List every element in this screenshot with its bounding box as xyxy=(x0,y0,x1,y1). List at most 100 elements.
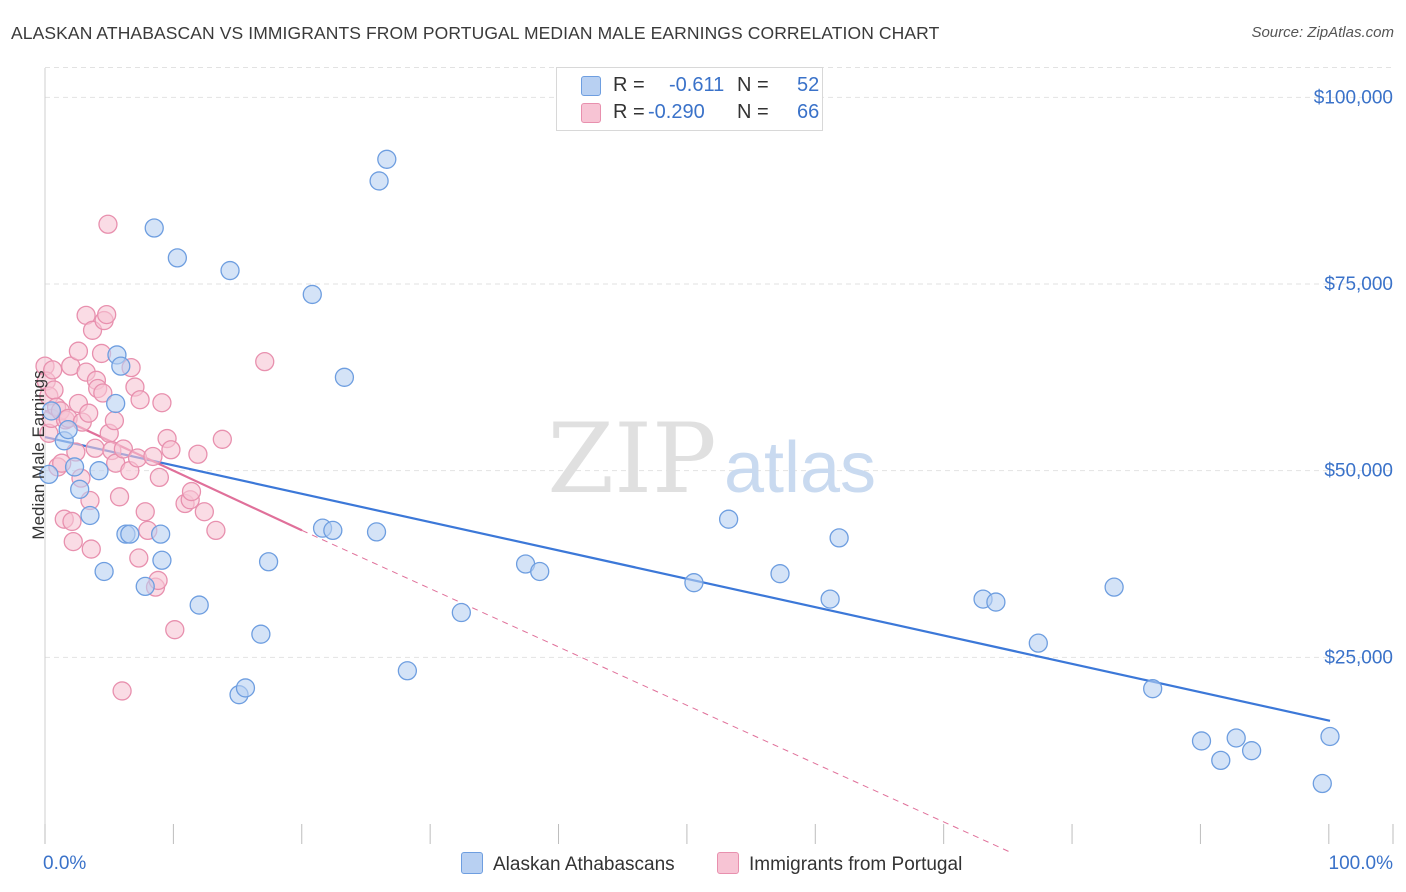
point-athabascan xyxy=(106,393,126,414)
bottom-legend-athabascan: Alaskan Athabascans xyxy=(461,852,675,876)
point-athabascan xyxy=(684,573,704,593)
bottom-legend-swatch-blue xyxy=(461,852,483,874)
bottom-legend-swatch-pink xyxy=(717,852,739,874)
source-label: Source: ZipAtlas.com xyxy=(1251,24,1394,41)
point-portugal xyxy=(165,620,185,640)
y-tick-label: $75,000 xyxy=(1324,274,1393,295)
point-portugal xyxy=(188,444,208,464)
point-athabascan xyxy=(377,149,397,169)
point-athabascan xyxy=(1143,679,1163,699)
legend-swatch-pink xyxy=(581,103,601,123)
point-portugal xyxy=(97,304,117,325)
point-athabascan xyxy=(189,595,209,615)
point-athabascan xyxy=(94,561,114,582)
watermark: ZIP atlas xyxy=(547,403,876,515)
tick-labels: $25,000 $50,000 $75,000 $100,000 0.0% 100.0% xyxy=(43,87,1393,874)
point-athabascan xyxy=(1028,633,1048,653)
x-tick-label-right: 100.0% xyxy=(1329,853,1394,874)
point-portugal xyxy=(255,352,275,372)
point-portugal xyxy=(135,502,155,522)
point-portugal xyxy=(206,520,226,541)
point-athabascan xyxy=(366,522,387,542)
point-athabascan xyxy=(80,505,100,526)
point-athabascan xyxy=(334,367,355,387)
point-athabascan xyxy=(41,401,62,421)
point-portugal xyxy=(181,481,202,502)
point-athabascan xyxy=(220,260,240,281)
x-tick-label-left: 0.0% xyxy=(43,853,86,874)
point-athabascan xyxy=(235,678,256,698)
point-athabascan xyxy=(1211,750,1231,771)
point-athabascan xyxy=(1241,741,1262,761)
point-athabascan xyxy=(120,524,140,544)
y-tick-label: $100,000 xyxy=(1314,87,1393,108)
point-athabascan xyxy=(150,524,171,544)
point-portugal xyxy=(85,438,105,458)
point-portugal xyxy=(112,681,132,701)
point-athabascan xyxy=(1320,726,1340,747)
point-portugal xyxy=(68,341,89,361)
point-portugal xyxy=(43,360,63,380)
point-athabascan xyxy=(451,602,471,623)
y-axis-label: Median Male Earnings xyxy=(29,370,48,540)
point-athabascan xyxy=(1104,577,1124,597)
bottom-legend-label: Immigrants from Portugal xyxy=(749,854,963,875)
watermark-atlas: atlas xyxy=(724,428,876,508)
trend-line-portugal xyxy=(44,409,303,532)
point-athabascan xyxy=(89,461,109,481)
point-portugal xyxy=(143,446,163,467)
point-athabascan xyxy=(302,284,322,305)
chart-title: ALASKAN ATHABASCAN VS IMMIGRANTS FROM PO… xyxy=(11,23,940,43)
point-athabascan xyxy=(530,561,550,582)
point-portugal xyxy=(129,548,149,568)
point-athabascan xyxy=(111,356,131,376)
point-athabascan xyxy=(1312,773,1332,794)
point-athabascan xyxy=(323,520,343,541)
y-tick-label: $25,000 xyxy=(1324,647,1393,668)
data-points xyxy=(35,149,1340,794)
point-athabascan xyxy=(820,589,840,609)
legend-r-label: R = xyxy=(613,74,645,96)
point-athabascan xyxy=(39,464,59,485)
legend-n-value: 66 xyxy=(797,101,820,123)
point-athabascan xyxy=(829,528,849,548)
point-portugal xyxy=(130,390,150,410)
point-portugal xyxy=(109,487,130,507)
point-portugal xyxy=(63,531,83,552)
legend-r-value: -0.611 xyxy=(669,74,725,96)
point-portugal xyxy=(93,383,113,403)
correlation-legend: R = -0.611 N = 52 R = -0.290 N = 66 xyxy=(556,67,823,131)
bottom-legend-portugal: Immigrants from Portugal xyxy=(717,852,962,876)
grid-lines xyxy=(45,66,1393,658)
legend-r-label: R = xyxy=(613,101,645,123)
point-portugal xyxy=(152,393,172,413)
point-portugal xyxy=(81,539,101,559)
legend-r-value: -0.290 xyxy=(648,101,705,123)
axes xyxy=(44,68,1394,844)
point-portugal xyxy=(149,467,170,488)
point-athabascan xyxy=(251,624,271,644)
point-portugal xyxy=(62,511,82,532)
point-athabascan xyxy=(1191,731,1212,751)
watermark-zip: ZIP xyxy=(547,403,716,515)
point-athabascan xyxy=(258,552,279,572)
point-athabascan xyxy=(718,509,739,529)
point-portugal xyxy=(104,410,125,431)
point-portugal xyxy=(212,429,232,449)
legend-n-label: N = xyxy=(737,101,769,123)
trend-line-portugal-extension xyxy=(301,529,1009,852)
point-athabascan xyxy=(770,564,790,584)
point-athabascan xyxy=(152,550,172,570)
y-tick-label: $50,000 xyxy=(1324,461,1393,482)
point-athabascan xyxy=(1226,728,1246,748)
point-portugal xyxy=(161,440,181,460)
point-athabascan xyxy=(369,171,389,191)
bottom-legend-label: Alaskan Athabascans xyxy=(493,854,675,875)
point-portugal xyxy=(98,214,118,234)
legend-n-label: N = xyxy=(737,74,769,96)
legend-n-value: 52 xyxy=(797,74,820,96)
point-athabascan xyxy=(167,248,188,268)
point-athabascan xyxy=(397,661,418,681)
point-athabascan xyxy=(144,218,164,238)
